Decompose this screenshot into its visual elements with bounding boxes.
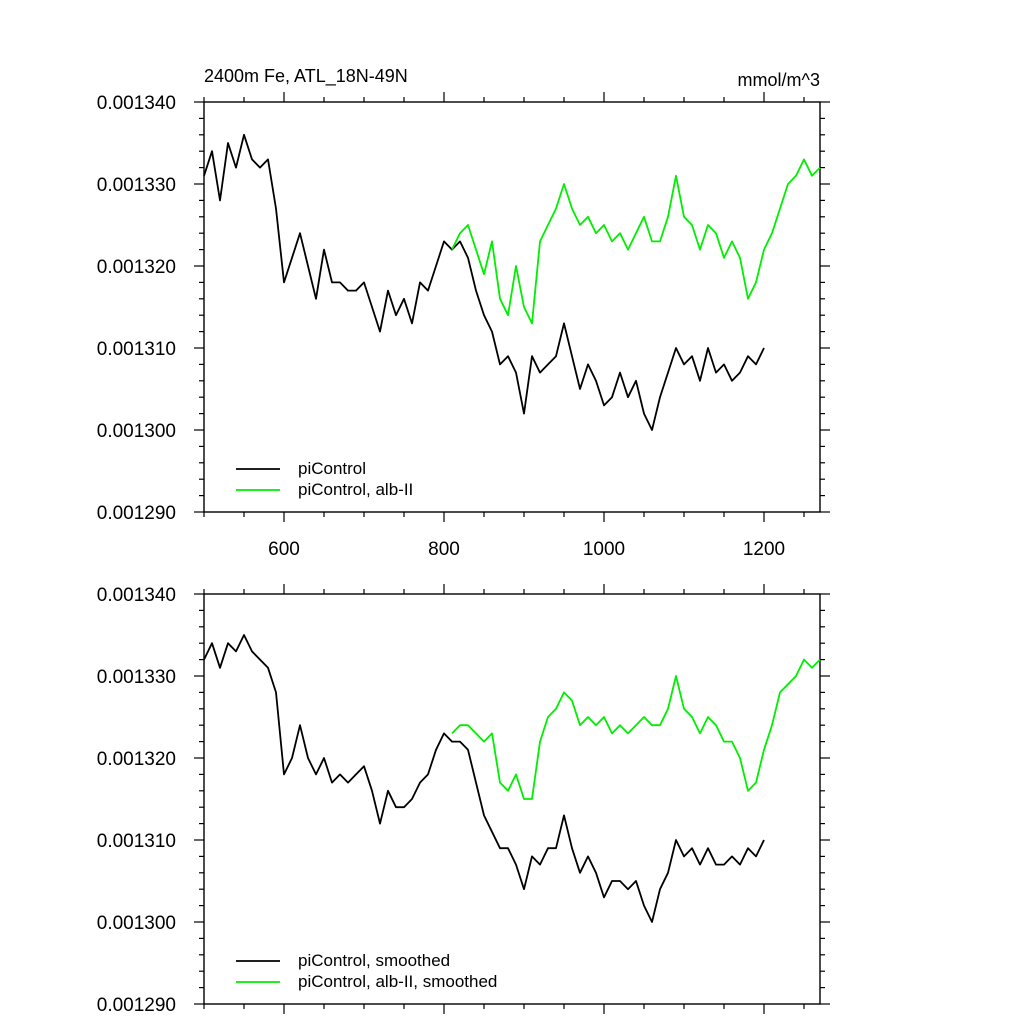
y-tick-labels: 0.001340 0.001330 0.001320 0.001310 0.00… <box>97 93 176 524</box>
y-tick-labels: 0.001340 0.001330 0.001320 0.001310 0.00… <box>97 585 176 1016</box>
units-label: mmol/m^3 <box>738 70 820 90</box>
y-tick-label: 0.001300 <box>97 421 176 442</box>
x-tick-label: 1000 <box>583 539 625 560</box>
legend-label: piControl, smoothed <box>298 951 450 970</box>
series-line-picontrol <box>203 133 765 431</box>
y-tick-label: 0.001310 <box>97 831 176 852</box>
y-tick-label: 0.001320 <box>97 749 176 770</box>
x-tick-labels: 600 800 1000 1200 <box>268 539 785 560</box>
bottom-panel: 0.001340 0.001330 0.001320 0.001310 0.00… <box>97 584 830 1016</box>
y-tick-label: 0.001340 <box>97 585 176 606</box>
legend-label: piControl, alb-II, smoothed <box>298 972 497 991</box>
legend: piControl, smoothed piControl, alb-II, s… <box>236 951 497 991</box>
series-line-picontrol-alb-ii <box>451 158 821 325</box>
axis-ticks <box>194 584 830 1014</box>
x-tick-label: 1200 <box>743 539 785 560</box>
series-group <box>203 634 821 923</box>
y-tick-label: 0.001330 <box>97 175 176 196</box>
top-panel: 2400m Fe, ATL_18N-49N mmol/m^3 0.001340 … <box>97 66 830 560</box>
legend: piControl piControl, alb-II <box>236 459 413 499</box>
x-tick-label: 800 <box>428 539 460 560</box>
plot-frame <box>203 593 821 1005</box>
y-tick-label: 0.001340 <box>97 93 176 114</box>
x-tick-label: 600 <box>268 539 300 560</box>
legend-label: piControl, alb-II <box>298 480 413 499</box>
y-tick-label: 0.001310 <box>97 339 176 360</box>
y-tick-label: 0.001320 <box>97 257 176 278</box>
y-tick-label: 0.001290 <box>97 503 176 524</box>
y-tick-label: 0.001290 <box>97 995 176 1016</box>
y-tick-label: 0.001300 <box>97 913 176 934</box>
chart-title: 2400m Fe, ATL_18N-49N <box>204 66 408 87</box>
series-line-picontrol-alb-ii-smoothed <box>451 658 821 800</box>
y-tick-label: 0.001330 <box>97 667 176 688</box>
axis-ticks <box>194 92 830 522</box>
legend-label: piControl <box>298 459 366 478</box>
plot-frame <box>203 101 821 513</box>
series-group <box>203 133 821 431</box>
series-line-picontrol-smoothed <box>203 634 765 923</box>
